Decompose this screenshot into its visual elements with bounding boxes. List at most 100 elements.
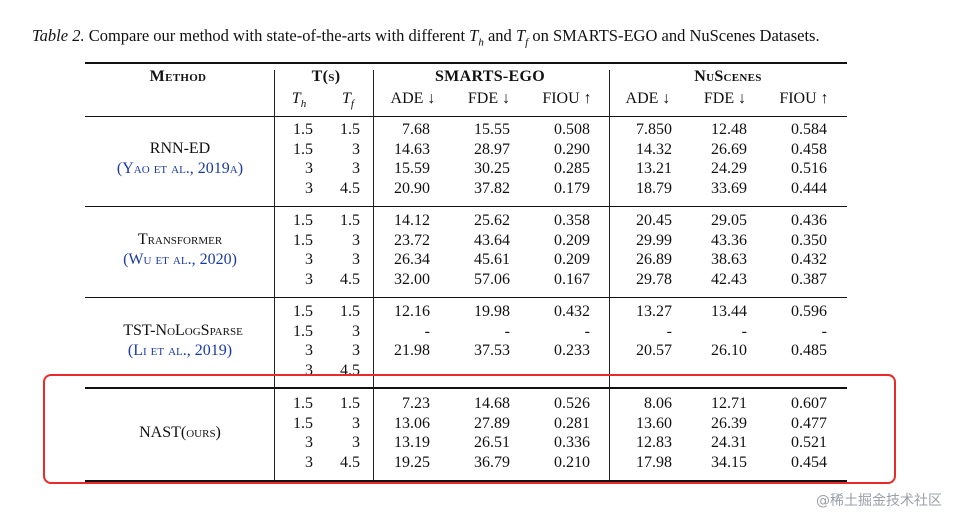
cell: 26.34 — [394, 251, 430, 268]
cell: 14.63 — [394, 140, 430, 158]
cell: 0.485 — [791, 342, 827, 359]
cell: 37.82 — [474, 179, 510, 197]
cell: - — [741, 322, 747, 340]
header-smarts-ade: ADE ↓ — [390, 90, 436, 107]
method-name: NAST(ours) — [139, 424, 221, 441]
col-n-fiou: 0.596 - 0.485 — [777, 302, 827, 380]
cell: 0.167 — [554, 270, 590, 288]
cell: 0.458 — [791, 140, 827, 158]
cell: 0.444 — [791, 179, 827, 197]
cell: 17.98 — [636, 453, 672, 471]
cell: 0.350 — [791, 231, 827, 249]
cell: 0.387 — [791, 270, 827, 288]
vline-t — [373, 70, 374, 480]
method-citation: (Yao et al., 2019a) — [116, 160, 244, 177]
method-name: Transformer — [137, 231, 223, 248]
cell: 12.48 — [711, 121, 747, 138]
cell: 29.05 — [711, 212, 747, 229]
col-n-fiou: 0.607 0.477 0.521 0.454 — [777, 394, 827, 472]
cell: 1.5 — [293, 322, 313, 340]
header-smarts: SMARTS-EGO — [434, 68, 545, 85]
cell: 13.27 — [636, 303, 672, 320]
caption-text-b: on SMARTS-EGO and NuScenes Datasets. — [532, 26, 820, 45]
cell: 3 — [352, 160, 360, 177]
col-n-fde: 29.05 43.36 38.63 42.43 — [697, 211, 747, 289]
cell: - — [821, 322, 827, 340]
cell: 0.336 — [554, 434, 590, 451]
method-name: TST-NoLogSparse — [123, 322, 243, 339]
header-t: T(s) — [311, 68, 341, 85]
col-s-fde: 25.62 43.64 45.61 57.06 — [460, 211, 510, 289]
cell: 26.51 — [474, 434, 510, 451]
header-nuscenes-ade: ADE ↓ — [625, 90, 671, 107]
cell: 29.78 — [636, 270, 672, 288]
cell: 15.59 — [394, 160, 430, 177]
cell: 24.31 — [711, 434, 747, 451]
caption-and: and — [487, 26, 512, 45]
header-method: Method — [149, 68, 207, 85]
cell: 7.23 — [402, 395, 430, 412]
cell: 23.72 — [394, 231, 430, 249]
col-th: 1.5 1.5 3 3 — [283, 211, 313, 289]
col-s-ade: 7.23 13.06 13.19 19.25 — [380, 394, 430, 472]
cell: 3 — [305, 361, 313, 379]
cell: 0.285 — [554, 160, 590, 177]
cell: 3 — [305, 453, 313, 471]
col-s-ade: 12.16 - 21.98 — [380, 302, 430, 380]
cell: 0.210 — [554, 453, 590, 471]
cell: 3 — [305, 270, 313, 288]
cell: 1.5 — [293, 140, 313, 158]
col-th: 1.5 1.5 3 3 — [283, 394, 313, 472]
header-nuscenes-fde: FDE ↓ — [703, 90, 747, 107]
vline-smarts — [609, 70, 610, 480]
cell: 0.436 — [791, 212, 827, 229]
col-s-fde: 14.68 27.89 26.51 36.79 — [460, 394, 510, 472]
cell: 20.45 — [636, 212, 672, 229]
cell: 12.71 — [711, 395, 747, 412]
cell: 29.99 — [636, 231, 672, 249]
cell: 4.5 — [340, 179, 360, 197]
cell: 33.69 — [711, 179, 747, 197]
cell: 0.281 — [554, 414, 590, 432]
caption-label: Table 2. — [32, 26, 85, 45]
cell: - — [424, 322, 430, 340]
cell: 45.61 — [474, 251, 510, 268]
col-n-ade: 7.850 14.32 13.21 18.79 — [620, 120, 672, 198]
col-n-fiou: 0.436 0.350 0.432 0.387 — [777, 211, 827, 289]
top-rule — [85, 62, 847, 64]
col-tf: 1.5 3 3 4.5 — [330, 211, 360, 289]
header-rule — [85, 116, 847, 117]
col-s-fde: 19.98 - 37.53 — [460, 302, 510, 380]
cell: 0.516 — [791, 160, 827, 177]
cell: 21.98 — [394, 342, 430, 359]
col-tf: 1.5 3 3 4.5 — [330, 394, 360, 472]
col-s-fiou: 0.508 0.290 0.285 0.179 — [540, 120, 590, 198]
header-smarts-fde: FDE ↓ — [467, 90, 511, 107]
cell: 0.596 — [791, 303, 827, 320]
col-n-fde: 12.48 26.69 24.29 33.69 — [697, 120, 747, 198]
col-n-fde: 13.44 - 26.10 — [697, 302, 747, 380]
cell: 57.06 — [474, 270, 510, 288]
cell: 1.5 — [293, 303, 313, 320]
cell: 24.29 — [711, 160, 747, 177]
cell: 4.5 — [340, 453, 360, 471]
cell: 26.39 — [711, 414, 747, 432]
cell: 0.179 — [554, 179, 590, 197]
cell: 0.233 — [554, 342, 590, 359]
col-s-fiou: 0.526 0.281 0.336 0.210 — [540, 394, 590, 472]
header-tf: Tf — [342, 90, 354, 111]
cell: 0.290 — [554, 140, 590, 158]
cell: 13.44 — [711, 303, 747, 320]
cell: 3 — [352, 322, 360, 340]
cell: 20.57 — [636, 342, 672, 359]
cell: 14.32 — [636, 140, 672, 158]
cell: 0.209 — [554, 231, 590, 249]
cell: 14.12 — [394, 212, 430, 229]
cell: 18.79 — [636, 179, 672, 197]
cell: 0.508 — [554, 121, 590, 138]
header-smarts-fiou: FIOU ↑ — [542, 90, 592, 107]
cell: 0.454 — [791, 453, 827, 471]
cell: 26.89 — [636, 251, 672, 268]
col-n-ade: 20.45 29.99 26.89 29.78 — [620, 211, 672, 289]
cell: 20.90 — [394, 179, 430, 197]
